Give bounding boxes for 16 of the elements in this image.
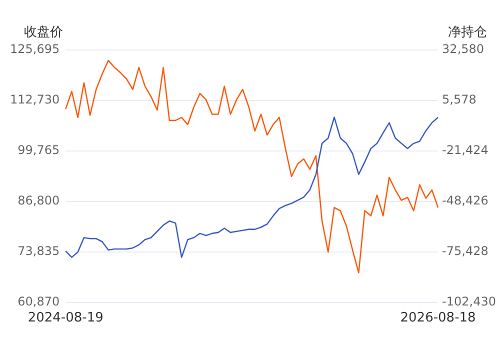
y2-tick-label: -48,426	[442, 194, 488, 208]
y2-tick-label: -102,430	[442, 294, 496, 309]
y2-axis-title: 净持仓	[448, 25, 487, 40]
x-tick-label: 2024-08-19	[28, 310, 104, 326]
y-tick-label: 125,695	[10, 42, 60, 56]
y2-tick-label: 32,580	[442, 42, 484, 56]
x-tick-label: 2026-08-18	[400, 310, 476, 326]
y-tick-label: 73,835	[18, 244, 60, 258]
y-tick-label: 99,765	[18, 143, 60, 158]
y-axis-title: 收盘价	[24, 25, 63, 40]
y-tick-label: 60,870	[18, 294, 60, 309]
y2-tick-label: -21,424	[442, 143, 488, 158]
y2-tick-label: 5,578	[442, 92, 476, 107]
y-tick-label: 112,730	[10, 92, 60, 107]
y2-tick-label: -75,428	[442, 244, 488, 258]
y-tick-label: 86,800	[18, 194, 60, 208]
